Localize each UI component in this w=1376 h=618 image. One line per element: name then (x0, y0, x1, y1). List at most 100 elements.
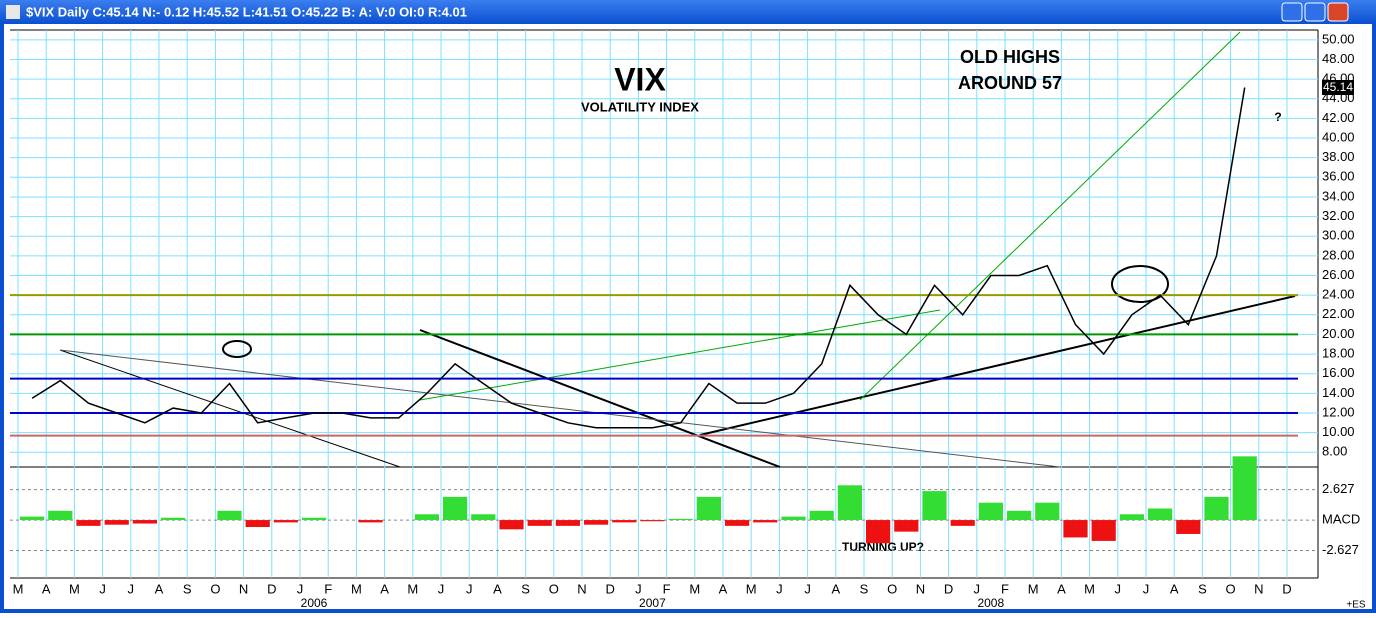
x-tick-label: S (183, 581, 192, 596)
x-tick-label: A (831, 581, 840, 596)
minimize-button[interactable] (1281, 2, 1303, 22)
macd-bar (1204, 496, 1229, 521)
x-tick-label: A (719, 581, 728, 596)
macd-bar (922, 491, 947, 521)
x-tick-label: D (606, 581, 615, 596)
macd-bar (809, 510, 834, 521)
y-tick-label: 16.00 (1322, 365, 1355, 380)
macd-bar (273, 520, 298, 523)
x-tick-label: J (635, 581, 642, 596)
x-tick-label: J (804, 581, 811, 596)
y-tick-label: 38.00 (1322, 149, 1355, 164)
y-tick-label: 46.00 (1322, 71, 1355, 86)
x-tick-label: M (351, 581, 362, 596)
x-tick-label: N (577, 581, 586, 596)
y-tick-label: 34.00 (1322, 188, 1355, 203)
x-tick-label: F (663, 581, 671, 596)
last-value-box (1322, 80, 1354, 95)
y-tick-label: 44.00 (1322, 90, 1355, 105)
x-tick-label: M (1028, 581, 1039, 596)
macd-bar (217, 510, 242, 521)
y-tick-label: 8.00 (1322, 444, 1347, 459)
x-tick-label: M (1084, 581, 1095, 596)
x-tick-label: M (69, 581, 80, 596)
x-tick-label: A (1170, 581, 1179, 596)
macd-bar (48, 510, 73, 521)
y-tick-label: 28.00 (1322, 247, 1355, 262)
y-tick-label: 18.00 (1322, 346, 1355, 361)
macd-bar (696, 496, 721, 521)
x-tick-label: A (155, 581, 164, 596)
y-tick-label: 30.00 (1322, 228, 1355, 243)
macd-bar (781, 516, 806, 521)
y-tick-label: 32.00 (1322, 208, 1355, 223)
y-tick-label: -2.627 (1322, 542, 1359, 557)
x-tick-label: J (99, 581, 106, 596)
macd-bar (894, 520, 919, 532)
macd-bar (104, 520, 129, 525)
x-tick-label: J (466, 581, 473, 596)
chart-subtitle: VOLATILITY INDEX (581, 99, 699, 114)
x-tick-label: A (493, 581, 502, 596)
price-line (31, 87, 1246, 429)
x-tick-label: M (746, 581, 757, 596)
macd-bar (76, 520, 101, 526)
y-tick-label: 26.00 (1322, 267, 1355, 282)
macd-bar (527, 520, 552, 526)
window-title: $VIX Daily C:45.14 N:- 0.12 H:45.52 L:41… (26, 4, 467, 19)
x-tick-label: O (549, 581, 559, 596)
y-tick-label: 2.627 (1322, 481, 1355, 496)
y-tick-label: 22.00 (1322, 306, 1355, 321)
macd-bar (443, 496, 468, 521)
macd-bar (950, 520, 975, 526)
x-tick-label: M (13, 581, 24, 596)
circle-marker (222, 340, 252, 358)
last-value-label: 45.14 (1323, 80, 1353, 94)
y-tick-label: 14.00 (1322, 385, 1355, 400)
macd-bar (1119, 514, 1144, 521)
annotation: AROUND 57 (958, 73, 1062, 93)
app-icon (6, 5, 20, 19)
macd-bar (1035, 502, 1060, 521)
macd-bar (837, 485, 862, 521)
x-tick-label: O (210, 581, 220, 596)
y-tick-label: 36.00 (1322, 169, 1355, 184)
x-tick-label: J (297, 581, 304, 596)
macd-bar (499, 520, 524, 530)
macd-bar (358, 520, 383, 523)
macd-bar (245, 520, 270, 528)
macd-bar (640, 520, 665, 522)
y-tick-label: MACD (1322, 512, 1360, 527)
x-tick-label: M (407, 581, 418, 596)
x-tick-label: F (1001, 581, 1009, 596)
annotation: ? (1274, 110, 1281, 124)
x-tick-label: J (974, 581, 981, 596)
macd-bar (414, 514, 439, 521)
x-tick-label: O (887, 581, 897, 596)
year-label: 2008 (977, 596, 1004, 610)
macd-bar (20, 516, 45, 521)
macd-bar (668, 518, 693, 521)
x-tick-label: S (521, 581, 530, 596)
x-tick-label: J (776, 581, 783, 596)
x-tick-label: S (860, 581, 869, 596)
footer-label: +ES (1346, 600, 1366, 611)
maximize-button[interactable] (1304, 2, 1326, 22)
macd-bar (1148, 508, 1173, 521)
y-tick-label: 42.00 (1322, 110, 1355, 125)
macd-bar (302, 517, 327, 521)
macd-bar (978, 502, 1003, 521)
macd-bar (1176, 520, 1201, 534)
x-tick-label: J (1143, 581, 1150, 596)
x-tick-label: N (239, 581, 248, 596)
y-tick-label: 24.00 (1322, 287, 1355, 302)
close-button[interactable] (1327, 2, 1349, 22)
circle-marker (1111, 265, 1169, 303)
macd-bar (471, 514, 496, 521)
x-tick-label: J (1115, 581, 1122, 596)
x-tick-label: N (916, 581, 925, 596)
macd-bar (555, 520, 580, 526)
macd-bar (753, 520, 778, 523)
y-tick-label: 20.00 (1322, 326, 1355, 341)
